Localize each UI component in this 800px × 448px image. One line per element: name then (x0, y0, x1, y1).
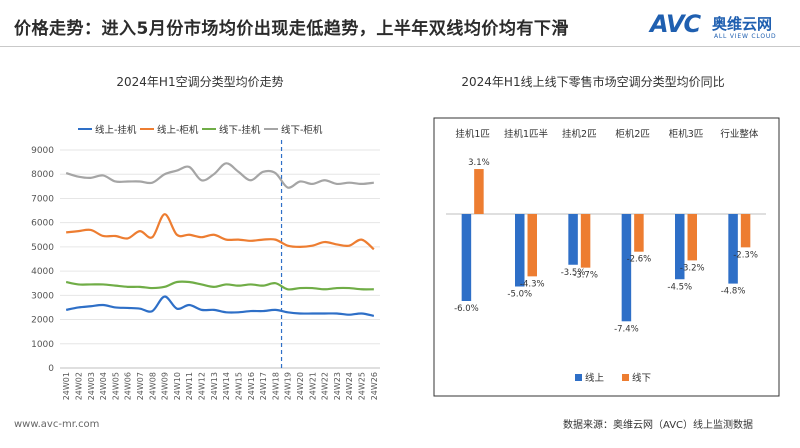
x-tick-label: 24W13 (210, 372, 219, 400)
series-line (65, 280, 374, 291)
x-tick-label: 24W11 (185, 372, 194, 400)
x-tick-label: 24W18 (271, 372, 280, 400)
legend-label: 线下 (632, 372, 651, 384)
x-tick-label: 24W05 (111, 372, 120, 400)
x-tick-label: 24W06 (124, 372, 133, 400)
brand-avc-text: AVC (650, 10, 701, 38)
x-tick-label: 24W03 (87, 372, 96, 400)
bar (687, 214, 697, 261)
x-tick-label: 24W20 (296, 372, 305, 400)
y-tick-label: 5000 (31, 243, 54, 253)
data-label: -7.4% (614, 324, 639, 334)
header-divider (0, 46, 800, 47)
bar (568, 214, 578, 265)
data-label: -6.0% (454, 304, 479, 314)
bar (527, 214, 537, 277)
legend-label: 线上-柜机 (157, 124, 199, 136)
x-tick-label: 24W09 (161, 372, 170, 400)
data-label: -5.0% (507, 290, 532, 300)
x-tick-label: 24W04 (99, 372, 108, 400)
y-tick-label: 2000 (31, 316, 54, 326)
bar (580, 214, 591, 268)
bar (621, 214, 632, 322)
data-label: -3.5% (561, 268, 586, 278)
page-title: 价格走势：进入5月份市场均价出现走低趋势，上半年双线均价均有下滑 (14, 19, 569, 39)
brand-cn-text: 奥维云网 (712, 15, 773, 33)
category-label: 行业整体 (720, 128, 759, 140)
data-label: -3.2% (680, 263, 705, 273)
legend-label: 线上-挂机 (95, 124, 137, 136)
bar (675, 214, 685, 280)
data-label: -2.3% (733, 250, 758, 260)
category-label: 柜机2匹 (615, 128, 650, 140)
data-label: -4.3% (520, 279, 545, 289)
bar (474, 169, 484, 214)
data-label: -4.8% (721, 287, 746, 297)
x-tick-label: 24W22 (321, 372, 330, 400)
series-line (66, 213, 375, 251)
x-tick-label: 24W19 (284, 372, 293, 400)
bar (740, 214, 751, 248)
series-line (65, 295, 375, 318)
bar-chart-frame (433, 117, 780, 397)
data-label: -3.7% (573, 271, 598, 281)
x-tick-label: 24W10 (173, 372, 182, 400)
y-tick-label: 0 (48, 364, 54, 374)
bar (515, 214, 525, 287)
category-label: 挂机2匹 (562, 128, 597, 140)
brand-logo: AVC 奥维云网 ALL VIEW CLOUD (650, 10, 792, 44)
line-chart-title: 2024年H1空调分类型均价走势 (116, 75, 283, 89)
x-tick-label: 24W12 (198, 372, 207, 400)
legend-label: 线上 (585, 372, 605, 384)
x-tick-label: 24W21 (308, 372, 317, 400)
x-tick-label: 24W16 (247, 372, 256, 400)
category-label: 柜机3匹 (669, 128, 704, 140)
x-tick-label: 24W25 (358, 372, 367, 400)
series-line (65, 162, 374, 189)
legend-label: 线下-挂机 (219, 124, 261, 136)
x-tick-label: 24W14 (222, 372, 231, 400)
data-label: -4.5% (667, 282, 692, 292)
footer-source: 数据来源：奥维云网（AVC）线上监测数据 (563, 420, 754, 431)
y-tick-label: 4000 (31, 267, 54, 277)
x-tick-label: 24W01 (62, 372, 71, 400)
brand-en-text: ALL VIEW CLOUD (714, 33, 777, 40)
legend-label: 线下-柜机 (281, 124, 323, 136)
legend-swatch (622, 374, 629, 381)
y-tick-label: 8000 (31, 170, 54, 180)
footer-url: www.avc-mr.com (14, 419, 100, 430)
y-tick-label: 9000 (31, 146, 54, 156)
bar (728, 214, 738, 284)
x-tick-label: 24W26 (370, 372, 379, 400)
x-tick-label: 24W24 (345, 372, 354, 400)
data-label: 3.1% (468, 158, 490, 168)
bar (461, 214, 472, 301)
x-tick-label: 24W08 (148, 372, 157, 400)
x-tick-label: 24W23 (333, 372, 342, 400)
y-tick-label: 3000 (31, 291, 54, 301)
category-label: 挂机1匹 (455, 128, 490, 140)
data-label: -2.6% (627, 255, 652, 265)
x-tick-label: 24W15 (234, 372, 243, 400)
legend-swatch (575, 374, 582, 381)
x-tick-label: 24W07 (136, 372, 145, 400)
bar-chart-title: 2024年H1线上线下零售市场空调分类型均价同比 (461, 74, 724, 89)
category-label: 挂机1匹半 (504, 128, 548, 140)
x-tick-label: 24W17 (259, 372, 268, 400)
y-tick-label: 1000 (31, 340, 54, 350)
bar (634, 214, 644, 252)
x-tick-label: 24W02 (74, 372, 83, 400)
y-tick-label: 6000 (31, 219, 54, 229)
y-tick-label: 7000 (31, 194, 54, 204)
